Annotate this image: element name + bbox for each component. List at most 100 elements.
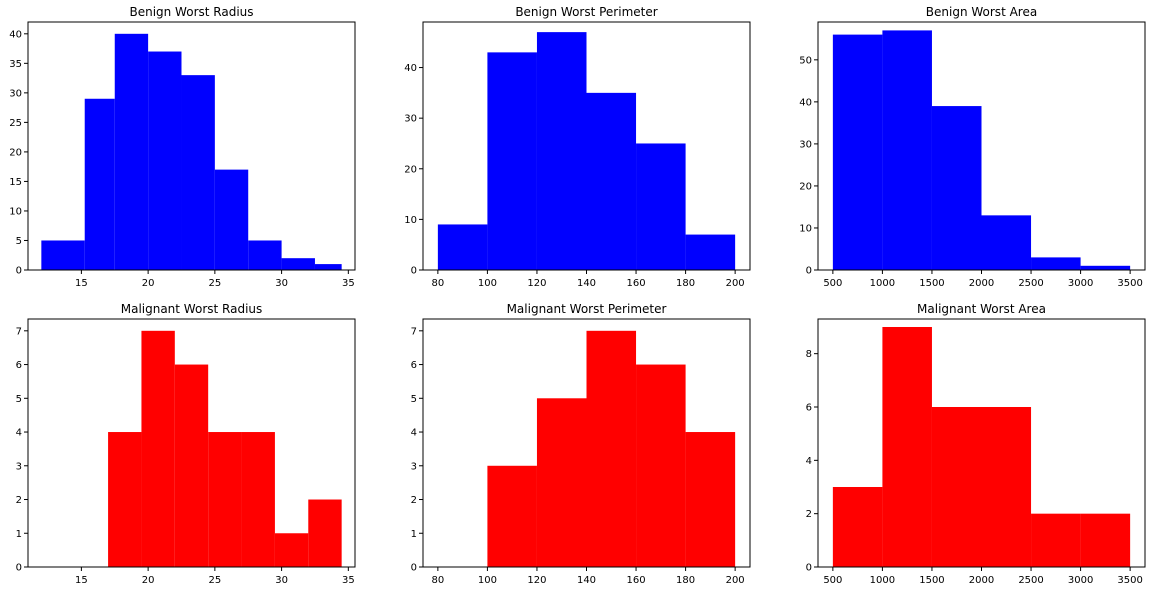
malignant-worst-radius-bar: [174, 364, 209, 567]
malignant-worst-perimeter-x-tick-label: 200: [726, 575, 745, 586]
benign-worst-perimeter-x-tick-label: 200: [726, 278, 745, 289]
benign-worst-area-y-tick-label: 0: [806, 266, 812, 277]
malignant-worst-perimeter-bar: [487, 465, 537, 567]
benign-worst-perimeter-bar: [536, 32, 587, 270]
benign-worst-area-x-tick-label: 2500: [1018, 278, 1043, 289]
benign-worst-area-bar: [931, 106, 982, 270]
benign-worst-area-x-tick-label: 2000: [969, 278, 994, 289]
benign-worst-perimeter-x-tick-label: 100: [478, 278, 497, 289]
malignant-worst-perimeter-x-tick-label: 100: [478, 575, 497, 586]
malignant-worst-perimeter-bar: [636, 364, 686, 567]
malignant-worst-area-bar: [1031, 513, 1081, 567]
malignant-worst-radius-y-tick-label: 7: [16, 326, 22, 337]
benign-worst-perimeter-bar: [685, 234, 736, 270]
benign-worst-radius-x-tick-label: 35: [342, 278, 355, 289]
benign-worst-perimeter-y-tick-label: 0: [411, 266, 417, 277]
malignant-worst-radius-bar: [208, 432, 242, 567]
malignant-worst-perimeter-bar: [536, 398, 587, 567]
malignant-worst-area-y-tick-label: 2: [806, 509, 812, 520]
benign-worst-area-x-tick-label: 3000: [1068, 278, 1093, 289]
malignant-worst-radius-y-tick-label: 4: [16, 428, 22, 439]
malignant-worst-area-bar: [832, 487, 883, 567]
benign-worst-perimeter-y-tick-label: 40: [404, 63, 417, 74]
malignant-worst-area-x-tick-label: 500: [823, 575, 842, 586]
benign-worst-radius-bar: [148, 51, 182, 271]
benign-worst-area-x-tick-label: 1000: [870, 278, 895, 289]
benign-worst-area-title: Benign Worst Area: [926, 5, 1037, 19]
malignant-worst-perimeter-bar: [586, 330, 637, 567]
malignant-worst-perimeter-title: Malignant Worst Perimeter: [507, 302, 667, 316]
malignant-worst-radius-y-tick-label: 3: [16, 461, 22, 472]
benign-worst-radius-y-tick-label: 30: [9, 88, 22, 99]
malignant-worst-radius-title: Malignant Worst Radius: [121, 302, 263, 316]
malignant-worst-radius-bar: [108, 432, 142, 567]
benign-worst-area-bar: [1031, 257, 1081, 270]
malignant-worst-perimeter-x-tick-label: 140: [577, 575, 596, 586]
malignant-worst-area-y-tick-label: 0: [806, 563, 812, 574]
malignant-worst-area-title: Malignant Worst Area: [917, 302, 1046, 316]
benign-worst-radius-bar: [281, 258, 315, 270]
benign-worst-radius-panel: 15 20 25 30 35 0 5 10 15 20 25 30 35 40 Benign Worst R…: [9, 5, 356, 289]
malignant-worst-perimeter-x-tick-label: 160: [626, 575, 645, 586]
malignant-worst-radius-x-tick-label: 25: [208, 575, 221, 586]
malignant-worst-radius-panel: 15 20 25 30 35 0 1 2 3 4 5 6 7 Malignant Worst Radius: [16, 302, 356, 586]
malignant-worst-area-bar: [1080, 513, 1131, 567]
malignant-worst-perimeter-bar: [685, 432, 736, 567]
malignant-worst-radius-y-tick-label: 0: [16, 563, 22, 574]
malignant-worst-radius-y-tick-label: 6: [16, 360, 22, 371]
malignant-worst-radius-y-tick-label: 2: [16, 495, 22, 506]
malignant-worst-perimeter-y-tick-label: 6: [411, 360, 417, 371]
benign-worst-radius-bar: [314, 264, 342, 270]
malignant-worst-area-x-tick-label: 2500: [1018, 575, 1043, 586]
malignant-worst-perimeter-x-tick-label: 80: [431, 575, 444, 586]
benign-worst-radius-bar: [248, 240, 282, 270]
benign-worst-radius-y-tick-label: 20: [9, 147, 22, 158]
malignant-worst-radius-y-tick-label: 1: [16, 529, 22, 540]
benign-worst-perimeter-x-tick-label: 180: [676, 278, 695, 289]
malignant-worst-area-y-tick-label: 6: [806, 403, 812, 414]
benign-worst-radius-y-tick-label: 25: [9, 118, 22, 129]
benign-worst-radius-y-tick-label: 40: [9, 29, 22, 40]
malignant-worst-perimeter-x-tick-label: 180: [676, 575, 695, 586]
benign-worst-radius-x-tick-label: 25: [208, 278, 221, 289]
benign-worst-radius-bar: [214, 169, 249, 270]
benign-worst-perimeter-bar: [586, 92, 637, 270]
malignant-worst-radius-axes-frame: [27, 318, 356, 568]
benign-worst-radius-y-tick-label: 15: [9, 177, 22, 188]
benign-worst-area-x-tick-label: 500: [823, 278, 842, 289]
malignant-worst-perimeter-y-tick-label: 1: [411, 529, 417, 540]
benign-worst-radius-bar: [114, 33, 149, 270]
malignant-worst-area-panel: 500 1000 1500 2000 2500 3000 3500 0 2 4 6 8 Malignan…: [806, 302, 1146, 586]
malignant-worst-perimeter-x-tick-label: 120: [527, 575, 546, 586]
benign-worst-area-x-tick-label: 3500: [1117, 278, 1142, 289]
benign-worst-radius-y-tick-label: 10: [9, 206, 22, 217]
benign-worst-perimeter-x-tick-label: 120: [527, 278, 546, 289]
benign-worst-area-bar: [1080, 265, 1131, 270]
benign-worst-radius-x-tick-label: 15: [75, 278, 88, 289]
malignant-worst-perimeter-y-tick-label: 4: [411, 428, 417, 439]
benign-worst-perimeter-title: Benign Worst Perimeter: [515, 5, 657, 19]
malignant-worst-area-bar: [931, 407, 982, 567]
malignant-worst-area-x-tick-label: 2000: [969, 575, 994, 586]
malignant-worst-radius-bar: [241, 432, 275, 567]
benign-worst-radius-bar: [84, 98, 115, 270]
benign-worst-perimeter-bar: [487, 52, 537, 271]
benign-worst-radius-y-tick-label: 35: [9, 59, 22, 70]
benign-worst-radius-x-tick-label: 20: [142, 278, 155, 289]
benign-worst-area-y-tick-label: 30: [799, 139, 812, 150]
benign-worst-area-bar: [832, 34, 883, 270]
malignant-worst-radius-bar: [274, 533, 309, 567]
benign-worst-radius-bar: [41, 240, 85, 270]
benign-worst-area-bar: [882, 30, 932, 270]
malignant-worst-area-x-tick-label: 1000: [870, 575, 895, 586]
benign-worst-perimeter-bar: [437, 224, 488, 270]
benign-worst-radius-title: Benign Worst Radius: [129, 5, 253, 19]
malignant-worst-area-bar: [882, 327, 932, 567]
benign-worst-perimeter-bar: [636, 143, 686, 270]
benign-worst-perimeter-x-tick-label: 160: [626, 278, 645, 289]
malignant-worst-perimeter-panel: 80 100 120 140 160 180 200 0 1 2 3 4 5 6 7 Malignant Wo…: [411, 302, 751, 586]
benign-worst-area-y-tick-label: 40: [799, 97, 812, 108]
malignant-worst-perimeter-y-tick-label: 0: [411, 563, 417, 574]
benign-worst-radius-x-tick-label: 30: [275, 278, 288, 289]
